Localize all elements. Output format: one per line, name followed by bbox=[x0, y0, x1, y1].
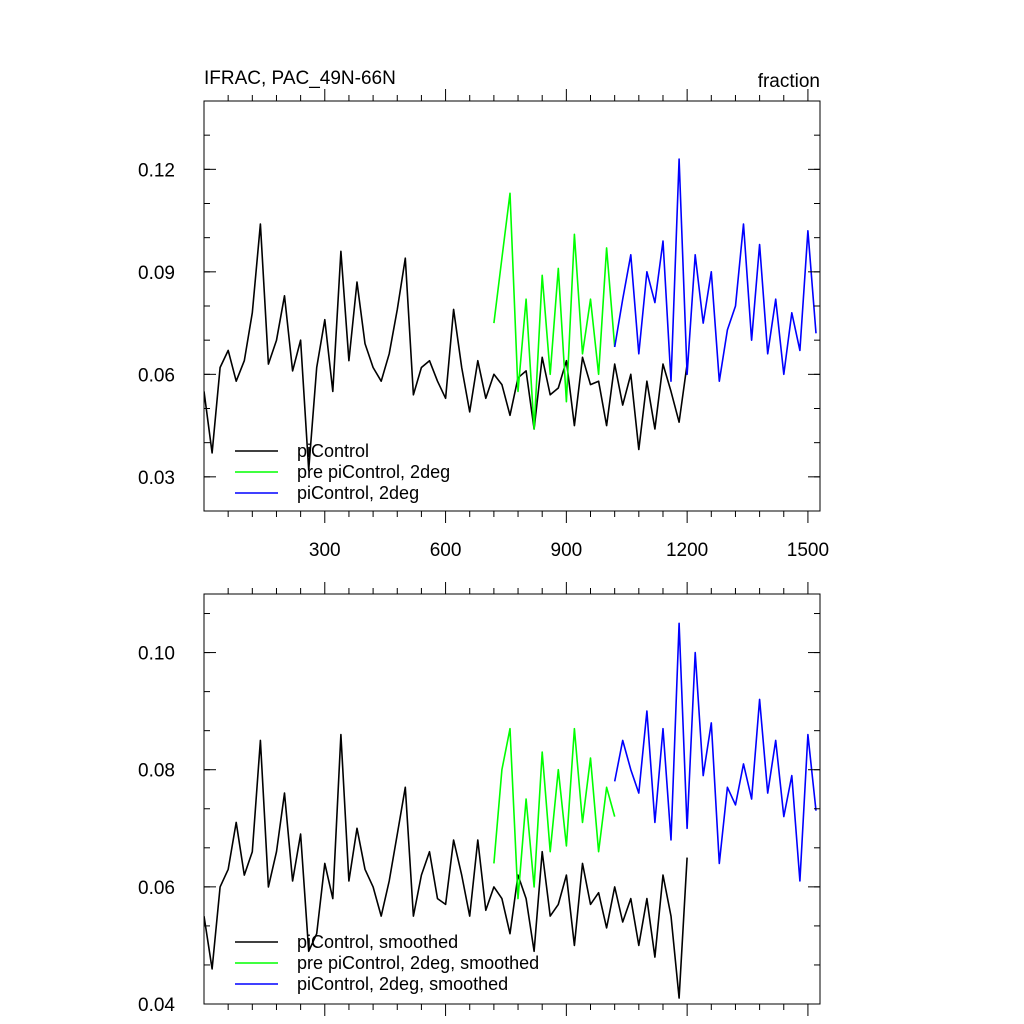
x-tick-label: 300 bbox=[309, 540, 341, 561]
legend-label: pre piControl, 2deg, smoothed bbox=[297, 953, 539, 973]
series-line-2 bbox=[493, 192, 616, 430]
legend-label: piControl, 2deg bbox=[297, 483, 419, 503]
bottom-panel: 0.04 0.06 0.08 0.10 piControl, smoothedpre … bbox=[138, 582, 821, 1016]
series-line-3 bbox=[613, 158, 817, 383]
plot-frame bbox=[203, 593, 821, 1005]
x-tick-label: 900 bbox=[551, 540, 583, 561]
series-line-2 bbox=[493, 727, 616, 900]
legend-label: pre piControl, 2deg bbox=[297, 462, 450, 482]
legend-label: piControl, smoothed bbox=[297, 932, 458, 952]
units-label: fraction bbox=[758, 71, 820, 92]
x-tick-label: 1500 bbox=[787, 540, 829, 561]
top-panel: IFRAC, PAC_49N-66N fraction 0.03 0.06 0.09… bbox=[138, 68, 829, 561]
y-tick-label: 0.09 bbox=[138, 263, 175, 284]
y-tick-label: 0.12 bbox=[138, 160, 175, 181]
series-line-1 bbox=[204, 733, 688, 999]
series-line-3 bbox=[613, 622, 817, 882]
series-line-1 bbox=[204, 223, 688, 471]
y-tick-label: 0.10 bbox=[138, 644, 175, 665]
y-tick-label: 0.03 bbox=[138, 468, 175, 489]
y-tick-label: 0.08 bbox=[138, 761, 175, 782]
x-tick-label: 600 bbox=[430, 540, 462, 561]
x-tick-label: 1200 bbox=[666, 540, 708, 561]
y-tick-label: 0.06 bbox=[138, 878, 175, 899]
legend-label: piControl bbox=[297, 441, 369, 461]
y-tick-label: 0.04 bbox=[138, 995, 175, 1016]
legend-label: piControl, 2deg, smoothed bbox=[297, 974, 508, 994]
chart-title: IFRAC, PAC_49N-66N bbox=[204, 68, 396, 89]
y-tick-label: 0.06 bbox=[138, 365, 175, 386]
